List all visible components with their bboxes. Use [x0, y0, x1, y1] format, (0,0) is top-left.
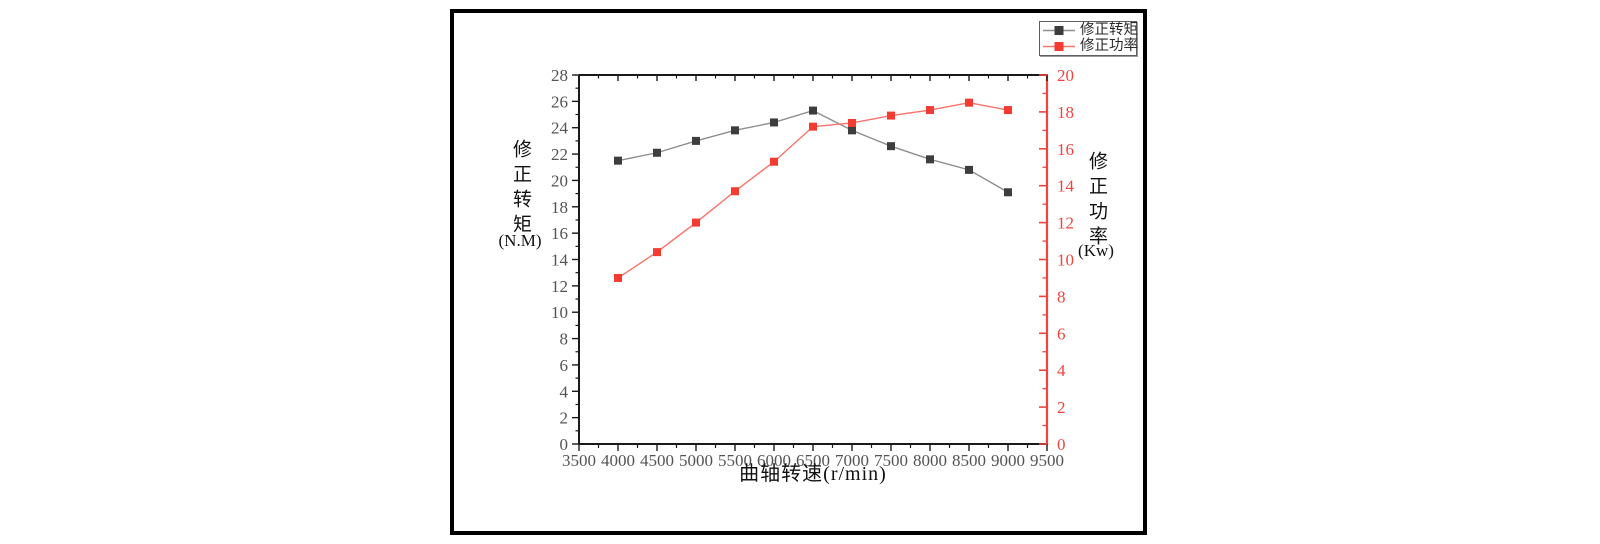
y-right-tick-label: 8 — [1057, 287, 1066, 306]
x-tick-label: 5000 — [679, 451, 713, 470]
y-right-tick-label: 12 — [1057, 214, 1074, 233]
series-torque-marker — [887, 142, 895, 151]
y-left-tick-label: 0 — [560, 435, 569, 454]
y-left-tick-label: 10 — [551, 303, 568, 322]
y-right-tick-label: 6 — [1057, 324, 1066, 343]
series-torque-marker — [1004, 188, 1012, 197]
y-left-tick-label: 16 — [551, 224, 568, 243]
legend-label-power: 修正功率 — [1080, 37, 1138, 54]
series-torque-marker — [809, 106, 817, 115]
series-torque-marker — [965, 165, 973, 174]
y-left-tick-label: 18 — [551, 198, 568, 217]
y-left-tick-label: 2 — [560, 409, 569, 428]
x-axis-title: 曲轴转速(r/min) — [739, 463, 887, 485]
x-tick-label: 6500 — [796, 451, 830, 470]
series-power-marker — [926, 106, 934, 115]
y-left-tick-label: 6 — [560, 356, 569, 375]
series-power-marker — [614, 273, 622, 282]
y-left-tick-label: 26 — [551, 92, 568, 111]
legend-item-power: 修正功率 — [1042, 38, 1138, 54]
y-right-tick-label: 16 — [1057, 140, 1074, 159]
x-tick-label: 4500 — [640, 451, 674, 470]
y-right-tick-label: 18 — [1057, 103, 1074, 122]
x-tick-label: 3500 — [562, 451, 596, 470]
y-right-tick-label: 2 — [1057, 398, 1066, 417]
x-tick-label: 9000 — [991, 451, 1025, 470]
series-power-marker — [731, 187, 739, 196]
y-left-tick-label: 8 — [560, 330, 569, 349]
x-tick-label: 8500 — [952, 451, 986, 470]
legend-label-torque: 修正转矩 — [1080, 22, 1138, 39]
series-torque-marker — [653, 148, 661, 157]
y-right-tick-label: 4 — [1057, 361, 1066, 380]
series-power-marker — [770, 157, 778, 166]
y-left-tick-label: 14 — [551, 251, 569, 270]
y-left-tick-label: 24 — [551, 119, 569, 138]
x-tick-label: 6000 — [757, 451, 791, 470]
y-right-tick-label: 20 — [1057, 66, 1074, 85]
y-axis-left-title: 修正转矩 — [510, 139, 531, 239]
series-torque-marker — [848, 126, 856, 135]
series-torque-marker — [731, 126, 739, 135]
series-power-marker — [653, 248, 661, 257]
y-axis-right-title: 修正功率 — [1086, 151, 1107, 251]
y-left-tick-label: 20 — [551, 171, 568, 190]
torque-marker-icon — [1043, 26, 1075, 36]
x-tick-label: 7000 — [835, 451, 869, 470]
legend: 修正转矩 修正功率 — [1039, 21, 1138, 56]
y-right-tick-label: 0 — [1057, 435, 1066, 454]
y-axis-right-unit: (Kw) — [1078, 241, 1114, 260]
chart-svg: 3500 4000 4500 5000 5500 6000 6500 7000 7500 8000… — [551, 66, 1075, 470]
series-power-marker — [965, 98, 973, 107]
figure-frame: 3500 4000 4500 5000 5500 6000 6500 7000 7500 8000… — [450, 9, 1147, 535]
x-tick-label: 8000 — [913, 451, 947, 470]
x-tick-label: 9500 — [1030, 451, 1064, 470]
series-power-marker — [692, 218, 700, 227]
legend-item-torque: 修正转矩 — [1042, 23, 1138, 38]
series-torque-marker — [614, 156, 622, 165]
series-power-marker — [1004, 106, 1012, 115]
series-power-marker — [887, 111, 895, 120]
y-right-tick-label: 14 — [1057, 177, 1075, 196]
x-tick-label: 5500 — [718, 451, 752, 470]
y-right-tick-label: 10 — [1057, 251, 1074, 270]
y-left-tick-label: 22 — [551, 145, 568, 164]
y-left-tick-label: 28 — [551, 66, 568, 85]
series-power-marker — [848, 118, 856, 127]
series-torque-marker — [770, 118, 778, 127]
y-left-tick-label: 4 — [560, 382, 569, 401]
y-axis-left-unit: (N.M) — [498, 231, 542, 250]
series-torque-marker — [926, 155, 934, 164]
x-tick-label: 7500 — [874, 451, 908, 470]
x-tick-label: 4000 — [601, 451, 635, 470]
series-power-marker — [809, 122, 817, 131]
y-left-tick-label: 12 — [551, 277, 568, 296]
power-marker-icon — [1043, 41, 1075, 51]
series-torque-marker — [692, 136, 700, 145]
